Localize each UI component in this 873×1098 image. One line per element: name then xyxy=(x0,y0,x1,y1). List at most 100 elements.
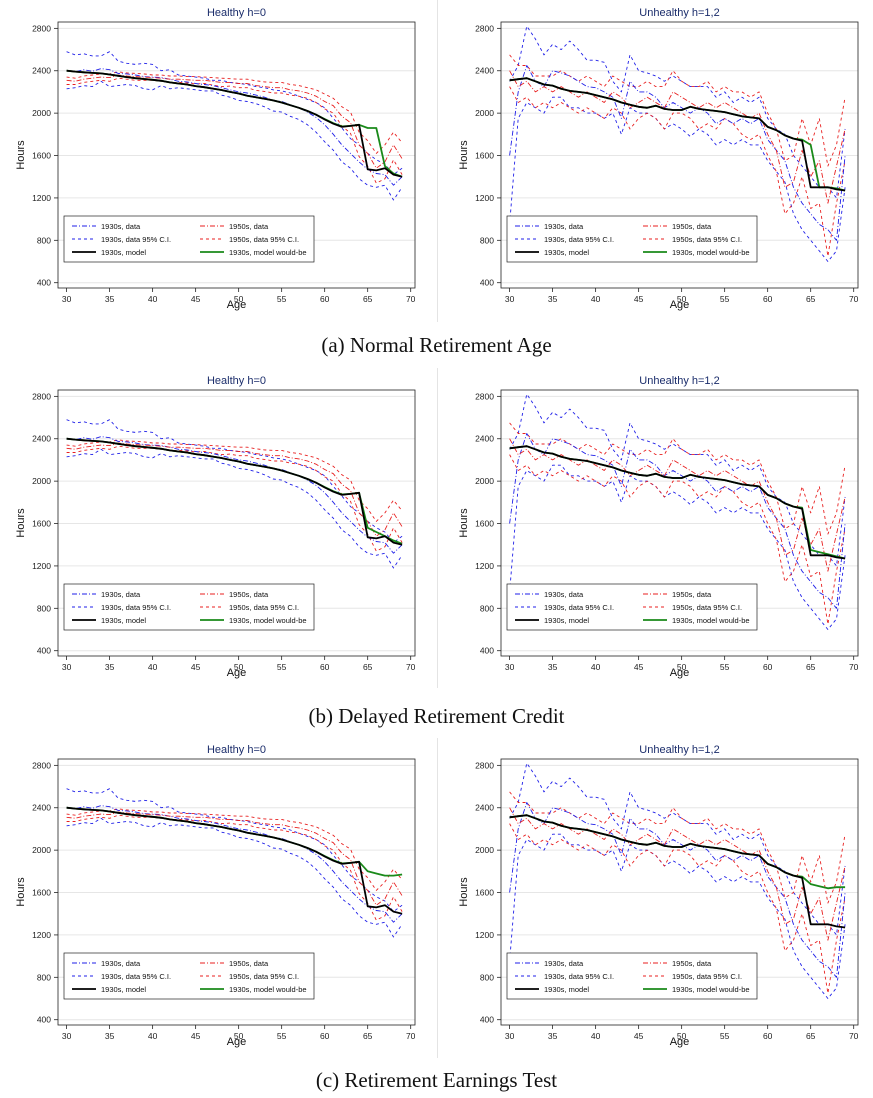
x-tick-label: 35 xyxy=(548,662,558,672)
legend-label: 1950s, data 95% C.I. xyxy=(229,603,299,612)
series-line-data50 xyxy=(509,70,846,204)
y-tick-label: 2000 xyxy=(32,476,51,486)
x-tick-label: 55 xyxy=(720,1031,730,1041)
x-tick-label: 50 xyxy=(677,1031,687,1041)
chart-svg: Healthy h=0 400 800 1200 1600 2000 2400 2800 30 3… xyxy=(15,7,416,311)
legend-label: 1930s, model would-be xyxy=(672,616,750,625)
legend-label: 1930s, model would-be xyxy=(229,248,307,257)
x-tick-label: 35 xyxy=(105,294,115,304)
legend-label: 1930s, model xyxy=(544,248,589,257)
series-line-ci30 xyxy=(509,762,846,936)
y-tick-label: 1600 xyxy=(32,151,51,161)
series-line-ci30 xyxy=(66,448,403,569)
series-group xyxy=(66,51,403,201)
y-tick-label: 1600 xyxy=(475,888,494,898)
series-line-data30 xyxy=(509,65,846,241)
series-line-model xyxy=(66,69,403,178)
series-line-wouldbe xyxy=(66,806,403,877)
chart-title: Unhealthy h=1,2 xyxy=(639,375,719,387)
caption-b: (b) Delayed Retirement Credit xyxy=(308,704,565,728)
series-line-data50 xyxy=(509,807,846,941)
y-axis-label: Hours xyxy=(458,877,470,907)
x-tick-label: 60 xyxy=(320,662,330,672)
x-tick-label: 55 xyxy=(277,294,287,304)
y-tick-label: 800 xyxy=(37,603,51,613)
plot-frame xyxy=(57,389,416,657)
legend-box xyxy=(63,215,315,263)
chart-svg: Unhealthy h=1,2 400 800 1200 1600 2000 2400 280… xyxy=(458,744,859,1048)
x-tick-label: 50 xyxy=(234,662,244,672)
legend-label: 1930s, data xyxy=(544,590,584,599)
series-group xyxy=(66,788,403,938)
x-tick-label: 35 xyxy=(105,662,115,672)
legend-label: 1950s, data xyxy=(672,222,712,231)
x-tick-label: 70 xyxy=(849,294,859,304)
x-tick-label: 35 xyxy=(105,1031,115,1041)
x-tick-label: 30 xyxy=(62,294,72,304)
chart-title: Unhealthy h=1,2 xyxy=(639,7,719,19)
x-tick-label: 45 xyxy=(191,1031,201,1041)
legend-label: 1950s, data 95% C.I. xyxy=(672,235,742,244)
plot-frame xyxy=(500,21,859,289)
x-tick-label: 65 xyxy=(806,294,816,304)
chart-panel-a-healthy: Healthy h=0 400 800 1200 1600 2000 2400 2800 30 3… xyxy=(10,4,420,311)
x-tick-label: 65 xyxy=(363,662,373,672)
x-tick-label: 45 xyxy=(634,294,644,304)
y-tick-label: 1200 xyxy=(475,561,494,571)
x-tick-label: 45 xyxy=(191,294,201,304)
separator-vertical-b xyxy=(437,368,438,688)
x-tick-label: 70 xyxy=(406,662,416,672)
series-line-ci30 xyxy=(509,25,846,199)
legend-label: 1950s, data xyxy=(229,959,269,968)
y-tick-label: 400 xyxy=(480,1015,494,1025)
series-line-data30 xyxy=(66,68,403,186)
x-tick-label: 50 xyxy=(677,294,687,304)
y-tick-label: 1600 xyxy=(32,888,51,898)
chart-title: Healthy h=0 xyxy=(207,744,266,756)
x-tick-label: 40 xyxy=(591,662,601,672)
y-tick-label: 2800 xyxy=(32,23,51,33)
series-line-data30 xyxy=(66,805,403,923)
chart-title: Healthy h=0 xyxy=(207,375,266,387)
y-tick-label: 2800 xyxy=(32,391,51,401)
x-tick-label: 60 xyxy=(763,662,773,672)
legend-label: 1930s, model xyxy=(101,616,146,625)
x-tick-label: 55 xyxy=(720,662,730,672)
series-line-data50 xyxy=(66,811,403,906)
series-line-data50 xyxy=(66,442,403,537)
series-line-ci50 xyxy=(66,808,403,891)
x-tick-label: 65 xyxy=(363,1031,373,1041)
series-line-data50 xyxy=(509,438,846,572)
y-tick-label: 2000 xyxy=(475,845,494,855)
x-tick-label: 50 xyxy=(234,294,244,304)
legend-box xyxy=(506,215,758,263)
series-line-ci30 xyxy=(66,419,403,544)
x-tick-label: 45 xyxy=(191,662,201,672)
y-tick-label: 1600 xyxy=(475,519,494,529)
series-line-ci30 xyxy=(66,51,403,176)
series-line-ci50 xyxy=(66,77,403,184)
x-tick-label: 45 xyxy=(634,1031,644,1041)
x-axis-label: Age xyxy=(227,299,247,311)
chart-panel-b-healthy: Healthy h=0 400 800 1200 1600 2000 2400 2800 30 3… xyxy=(10,372,420,679)
legend-label: 1930s, model would-be xyxy=(229,985,307,994)
legend-label: 1950s, data xyxy=(672,590,712,599)
series-group xyxy=(509,25,846,262)
x-tick-label: 40 xyxy=(148,662,158,672)
legend-label: 1930s, model xyxy=(544,616,589,625)
chart-svg: Unhealthy h=1,2 400 800 1200 1600 2000 2400 280… xyxy=(458,375,859,679)
separator-vertical-c xyxy=(437,738,438,1058)
x-axis-label: Age xyxy=(227,1036,247,1048)
legend-label: 1930s, data 95% C.I. xyxy=(544,235,614,244)
series-line-model xyxy=(509,445,846,560)
legend-label: 1930s, data 95% C.I. xyxy=(544,972,614,981)
series-line-ci50 xyxy=(66,71,403,154)
legend-label: 1930s, model xyxy=(101,985,146,994)
x-tick-label: 40 xyxy=(148,1031,158,1041)
y-axis-label: Hours xyxy=(458,140,470,170)
x-tick-label: 65 xyxy=(363,294,373,304)
series-line-data30 xyxy=(66,436,403,554)
legend-box xyxy=(506,583,758,631)
y-tick-label: 2400 xyxy=(475,803,494,813)
legend-label: 1930s, data xyxy=(544,959,584,968)
